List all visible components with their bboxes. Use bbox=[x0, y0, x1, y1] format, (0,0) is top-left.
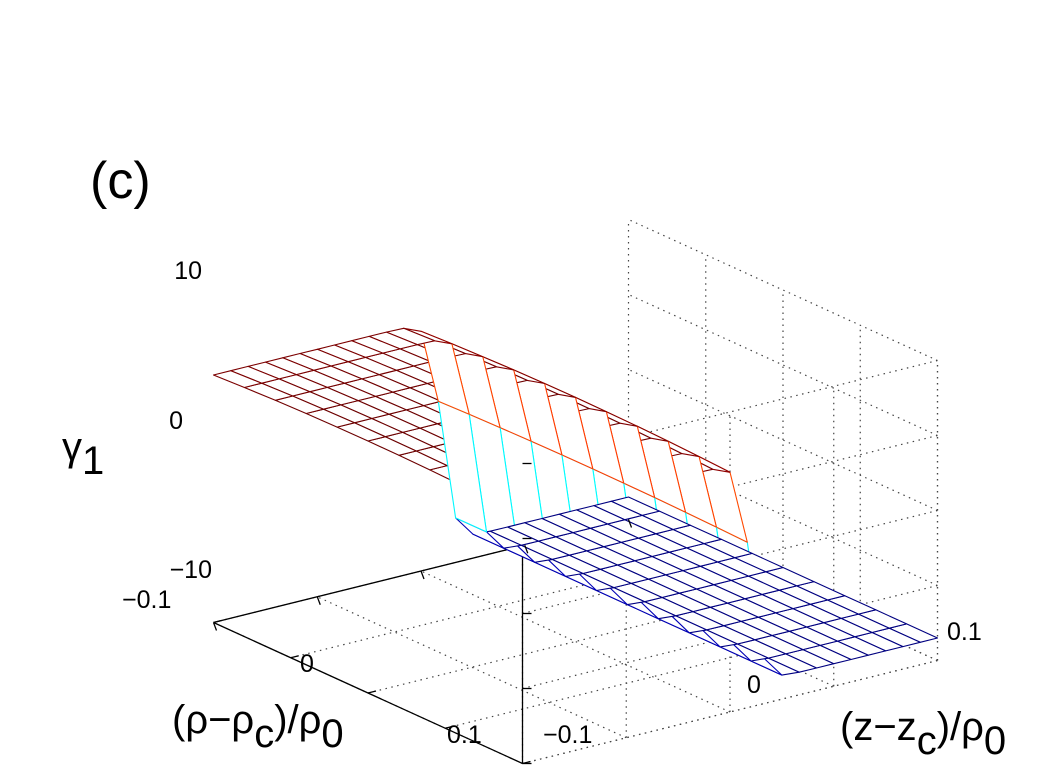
surface-mesh bbox=[212, 327, 939, 676]
x-tick-mark bbox=[524, 545, 529, 554]
z-axis-label-main: γ bbox=[62, 425, 82, 469]
grid-line bbox=[420, 570, 731, 713]
x-tick-mark bbox=[212, 622, 218, 631]
y-axis-label: (ρ−ρc)/ρ0 bbox=[172, 698, 344, 756]
x-axis-label-part-2: )/ρ bbox=[937, 705, 984, 749]
x-axis-label: (z−zc)/ρ0 bbox=[840, 705, 1006, 763]
y-tick-mark bbox=[213, 619, 222, 624]
z-tick-label-10: 10 bbox=[174, 257, 202, 285]
y-tick-label-0: 0 bbox=[300, 650, 314, 678]
y-axis-label-part-1: (ρ−ρ bbox=[172, 698, 254, 742]
x-tick-label-0.1: 0.1 bbox=[947, 618, 982, 646]
grid-line bbox=[317, 596, 627, 739]
x-tick-mark bbox=[420, 570, 425, 580]
z-axis-label: γ1 bbox=[62, 425, 104, 483]
x-axis-label-sub-2: 0 bbox=[984, 719, 1006, 763]
x-tick-mark bbox=[627, 519, 633, 528]
z-axis-label-sub: 1 bbox=[82, 439, 104, 483]
z-tick-label-minus10: −10 bbox=[170, 556, 212, 584]
y-axis-label-part-2: )/ρ bbox=[274, 698, 321, 742]
x-axis-label-part-1: (z−z bbox=[840, 705, 917, 749]
y-tick-mark bbox=[367, 690, 377, 694]
z-tick-label-0: 0 bbox=[169, 407, 183, 435]
y-axis-label-sub-1: c bbox=[254, 712, 274, 756]
y-tick-mark bbox=[290, 655, 299, 659]
x-axis-label-sub-1: c bbox=[917, 719, 937, 763]
x-tick-mark bbox=[316, 596, 321, 605]
x-tick-label-minus0.1: −0.1 bbox=[543, 721, 592, 749]
panel-label: (c) bbox=[90, 152, 151, 210]
grid-line bbox=[628, 293, 938, 437]
y-tick-label-0.1: 0.1 bbox=[447, 721, 482, 749]
tick-marks bbox=[212, 462, 633, 765]
y-axis-label-sub-2: 0 bbox=[321, 712, 343, 756]
x-tick-label-0: 0 bbox=[747, 671, 761, 699]
y-tick-mark bbox=[522, 760, 531, 765]
y-tick-label-minus0.1: −0.1 bbox=[122, 586, 171, 614]
grid-line bbox=[628, 218, 938, 362]
grid-line bbox=[628, 368, 938, 512]
y-tick-mark bbox=[445, 725, 454, 729]
surface-cell bbox=[212, 370, 263, 389]
